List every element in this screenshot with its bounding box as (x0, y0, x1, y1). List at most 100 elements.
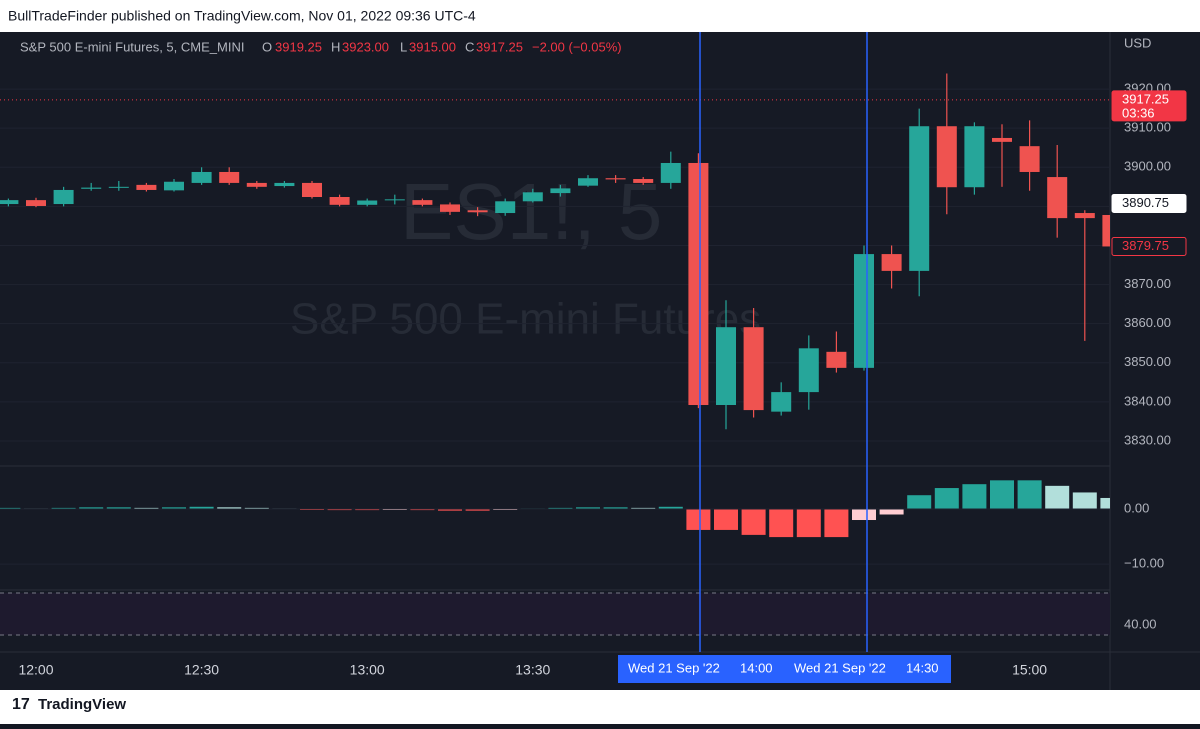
candle-body (550, 188, 571, 194)
y-tick-label: 3870.00 (1124, 276, 1171, 291)
c-value: 3917.25 (476, 39, 523, 54)
candle-body (191, 171, 212, 183)
top-bar (0, 0, 1200, 32)
histogram-bar (796, 508, 821, 538)
candle-body (992, 137, 1012, 142)
publisher: BullTradeFinder published on TradingView… (8, 8, 476, 24)
histogram-bar (741, 508, 766, 535)
histogram-bar (603, 507, 628, 509)
histogram-bar (990, 480, 1014, 509)
price-tag-label: 3917.25 (1122, 91, 1169, 106)
candle-body (660, 162, 681, 183)
candle-body (716, 327, 736, 406)
histogram-bar (106, 507, 131, 509)
candle-body (936, 126, 957, 188)
l-value: 3915.00 (409, 39, 456, 54)
rsi-band (0, 593, 1110, 635)
candle-body (771, 392, 792, 412)
watermark-name: S&P 500 E-mini Futures (290, 295, 761, 344)
histogram-bar (0, 507, 21, 509)
candle-body (53, 189, 74, 205)
histogram-bar (714, 508, 738, 530)
candle-body (1047, 177, 1068, 219)
histogram-bar (658, 506, 683, 509)
histogram-bar (162, 507, 186, 509)
candle-body (246, 182, 267, 187)
histogram-bar (548, 507, 573, 509)
chart-area (0, 32, 1200, 690)
candle-body (1102, 214, 1110, 247)
candle-body (219, 171, 240, 183)
footer (0, 690, 1200, 724)
candle-body (467, 210, 488, 213)
histogram-bar (327, 508, 352, 511)
histogram-bar (79, 507, 104, 509)
candle-body (578, 178, 598, 186)
candle-body (1019, 146, 1040, 172)
histogram-bar (934, 488, 959, 509)
candle-body (108, 186, 129, 188)
y-tick-label: 3910.00 (1124, 120, 1171, 135)
candle-body (688, 162, 709, 406)
y-tick-label: 3850.00 (1124, 354, 1171, 369)
y-tick-label: 3900.00 (1124, 159, 1171, 174)
y-tick-label: 0.00 (1124, 500, 1149, 515)
crosshair-time-box (784, 655, 951, 683)
candle-body (743, 327, 764, 411)
histogram-bar (410, 508, 435, 511)
h-value: 3923.00 (342, 39, 389, 54)
rsi-tick-label: 40.00 (1124, 616, 1157, 631)
histogram-bar (244, 507, 269, 509)
symbol: S&P 500 E-mini Futures, 5, CME_MINI (20, 39, 244, 54)
x-tick-label: 13:30 (515, 662, 550, 678)
price-tag (1111, 193, 1187, 213)
candle-body (826, 351, 847, 368)
l-label: L (400, 39, 407, 54)
price-tag (1111, 236, 1187, 256)
price-tag-label: 3890.75 (1122, 195, 1169, 210)
x-tick-label: 15:00 (1012, 662, 1047, 678)
series (0, 73, 1110, 538)
histogram-bar (686, 508, 711, 530)
candle-body (964, 126, 985, 188)
price-tag-label: 3879.75 (1122, 238, 1169, 253)
candle-body (1074, 213, 1095, 219)
x-tick-label: 12:00 (18, 662, 53, 678)
histogram-bar (217, 507, 242, 509)
candle-body (633, 179, 654, 183)
candle-body (302, 182, 322, 197)
candle-body (164, 181, 184, 191)
histogram-bar (631, 507, 656, 509)
y-tick-label: −10.00 (1124, 556, 1164, 571)
candle-body (0, 200, 19, 205)
crosshair-time: 14:30 (906, 660, 939, 675)
candle-body (522, 192, 543, 202)
candle-body (357, 200, 378, 205)
histogram-bar (465, 508, 490, 511)
crosshair-time-box (618, 655, 784, 683)
histogram-bar (51, 507, 76, 509)
candle-body (274, 182, 295, 187)
plot: 3830.003840.003850.003860.003870.003880.… (0, 73, 1187, 678)
h-label: H (331, 39, 340, 54)
price-tag-timer: 03:36 (1122, 105, 1155, 120)
histogram-bar (1017, 480, 1042, 509)
c-label: C (465, 39, 474, 54)
histogram-bar (907, 495, 932, 509)
candle-body (854, 254, 874, 368)
candle-body (495, 201, 516, 214)
histogram-bar (879, 508, 904, 515)
histogram-bar (134, 507, 159, 509)
change: −2.00 (−0.05%) (532, 39, 622, 54)
histogram-bar (852, 508, 876, 521)
o-value: 3919.25 (275, 39, 322, 54)
watermark-ticker: ES1!, 5 (400, 167, 662, 256)
candle-body (412, 200, 433, 205)
candle-body (384, 199, 405, 201)
histogram-bar (1045, 485, 1070, 509)
crosshair-date: Wed 21 Sep '22 (628, 660, 720, 675)
legend: S&P 500 E-mini Futures, 5, CME_MINI O 39… (20, 39, 622, 54)
brand: TradingView (38, 696, 126, 713)
y-tick-label: 3860.00 (1124, 315, 1171, 330)
